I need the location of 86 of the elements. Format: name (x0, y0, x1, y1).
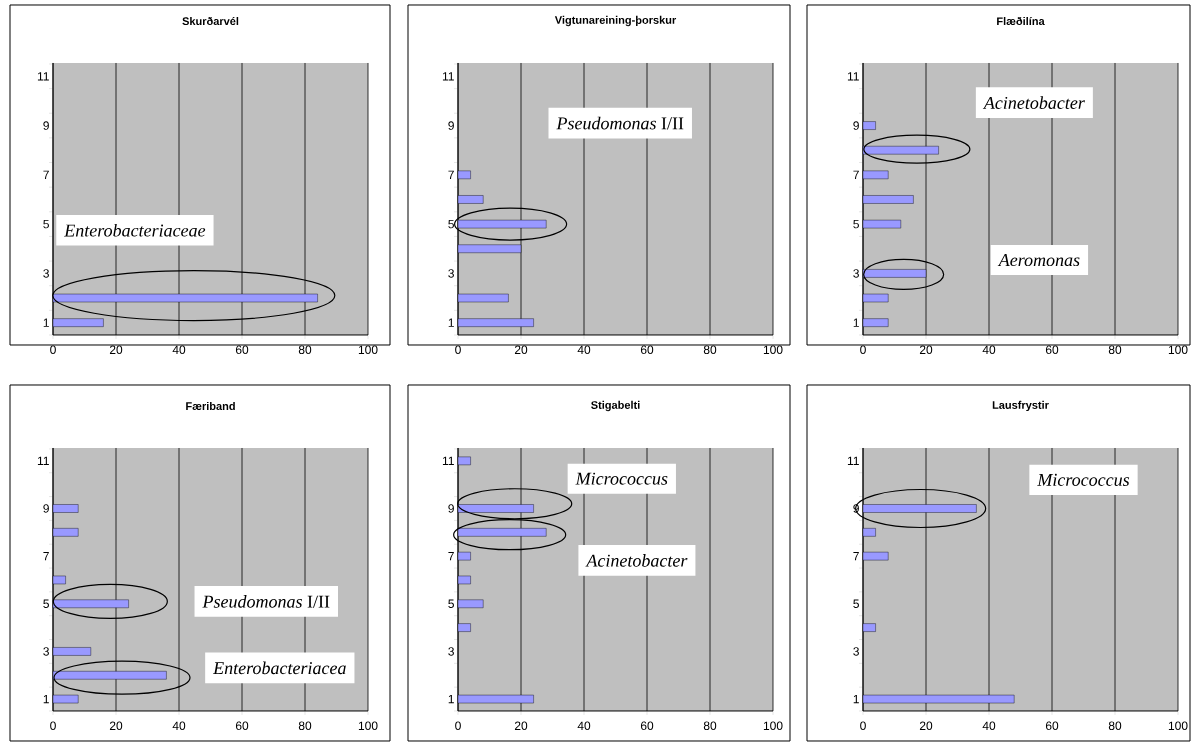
annotation: Acinetobacter (585, 554, 688, 567)
y-tick-label: 1 (853, 694, 859, 704)
y-tick-label: 5 (448, 219, 454, 229)
y-tick-label: 9 (448, 504, 454, 513)
y-tick-label: 11 (37, 72, 49, 81)
y-tick-label: 9 (43, 121, 49, 130)
annotation: Enterobacteriacea (212, 661, 346, 675)
annotation: Micrococcus (575, 472, 668, 485)
y-tick-label: 3 (43, 647, 49, 656)
y-tick-label: 1 (448, 694, 454, 704)
annotation: Pseudomonas I/II (202, 595, 330, 608)
x-tick-label: 0 (50, 345, 56, 355)
y-tick-label: 5 (43, 599, 49, 608)
y-tick-label: 7 (43, 170, 49, 179)
y-tick-label: 3 (43, 269, 49, 278)
x-tick-label: 20 (919, 345, 933, 355)
x-tick-label: 40 (172, 345, 186, 355)
annotation: Pseudomonas I/II (556, 116, 684, 130)
x-tick-label: 100 (358, 721, 378, 731)
x-tick-label: 100 (358, 345, 378, 355)
x-tick-label: 20 (514, 721, 528, 731)
x-tick-label: 80 (298, 721, 312, 731)
x-tick-label: 100 (1168, 721, 1188, 731)
x-tick-label: 0 (455, 345, 461, 355)
y-tick-label: 11 (847, 456, 859, 465)
x-tick-label: 40 (172, 721, 186, 731)
x-tick-label: 40 (982, 721, 996, 731)
x-tick-label: 40 (577, 345, 591, 355)
y-tick-label: 5 (43, 219, 49, 229)
y-tick-label: 5 (853, 219, 859, 229)
chart-title: Stigabelti (591, 400, 640, 412)
chart-title: Færiband (186, 401, 235, 411)
y-tick-label: 5 (448, 599, 454, 608)
x-tick-label: 0 (455, 721, 461, 731)
annotation: Enterobacteriaceae (64, 223, 206, 237)
x-tick-label: 0 (860, 345, 866, 355)
y-tick-label: 3 (853, 269, 859, 278)
x-tick-label: 60 (235, 345, 249, 355)
y-tick-label: 3 (448, 269, 454, 278)
chart-title: Skurðarvél (182, 16, 239, 26)
y-tick-label: 9 (853, 121, 859, 130)
x-tick-label: 80 (298, 345, 312, 355)
chart-title: Vigtunareining-þorskur (554, 15, 677, 27)
y-tick-label: 9 (448, 121, 454, 130)
x-tick-label: 60 (640, 345, 654, 355)
x-tick-label: 20 (109, 721, 123, 731)
y-tick-label: 5 (853, 599, 859, 608)
y-tick-label: 11 (442, 456, 454, 465)
y-tick-label: 7 (448, 552, 454, 561)
x-tick-label: 40 (577, 721, 591, 731)
y-tick-label: 1 (43, 318, 49, 327)
x-tick-label: 80 (703, 721, 717, 731)
y-tick-label: 11 (37, 456, 49, 465)
x-tick-label: 100 (763, 721, 783, 731)
y-tick-label: 7 (853, 552, 859, 561)
chart-title: Flæðilína (997, 16, 1045, 26)
x-tick-label: 60 (235, 721, 249, 731)
y-tick-label: 7 (448, 170, 454, 179)
y-tick-label: 11 (442, 72, 454, 81)
y-tick-label: 1 (43, 694, 49, 704)
y-tick-label: 3 (853, 647, 859, 656)
y-tick-label: 1 (448, 318, 454, 327)
x-tick-label: 60 (640, 721, 654, 731)
y-tick-label: 7 (853, 170, 859, 179)
x-tick-label: 100 (763, 345, 783, 355)
x-tick-label: 100 (1168, 345, 1188, 355)
y-tick-label: 11 (847, 72, 859, 81)
annotation: Acinetobacter (982, 96, 1085, 109)
y-tick-label: 9 (43, 504, 49, 513)
annotation: Aeromonas (997, 254, 1080, 267)
y-tick-label: 7 (43, 552, 49, 561)
x-tick-label: 0 (860, 721, 866, 731)
x-tick-label: 60 (1045, 721, 1059, 731)
chart-title: Lausfrystir (992, 400, 1049, 412)
x-tick-label: 20 (109, 345, 123, 355)
y-tick-label: 3 (448, 647, 454, 656)
x-tick-label: 80 (1108, 345, 1122, 355)
x-tick-label: 80 (703, 345, 717, 355)
x-tick-label: 20 (514, 345, 528, 355)
x-tick-label: 80 (1108, 721, 1122, 731)
x-tick-label: 0 (50, 721, 56, 731)
x-tick-label: 40 (982, 345, 996, 355)
y-tick-label: 1 (853, 318, 859, 327)
x-tick-label: 60 (1045, 345, 1059, 355)
annotation: Micrococcus (1037, 473, 1130, 486)
x-tick-label: 20 (919, 721, 933, 731)
